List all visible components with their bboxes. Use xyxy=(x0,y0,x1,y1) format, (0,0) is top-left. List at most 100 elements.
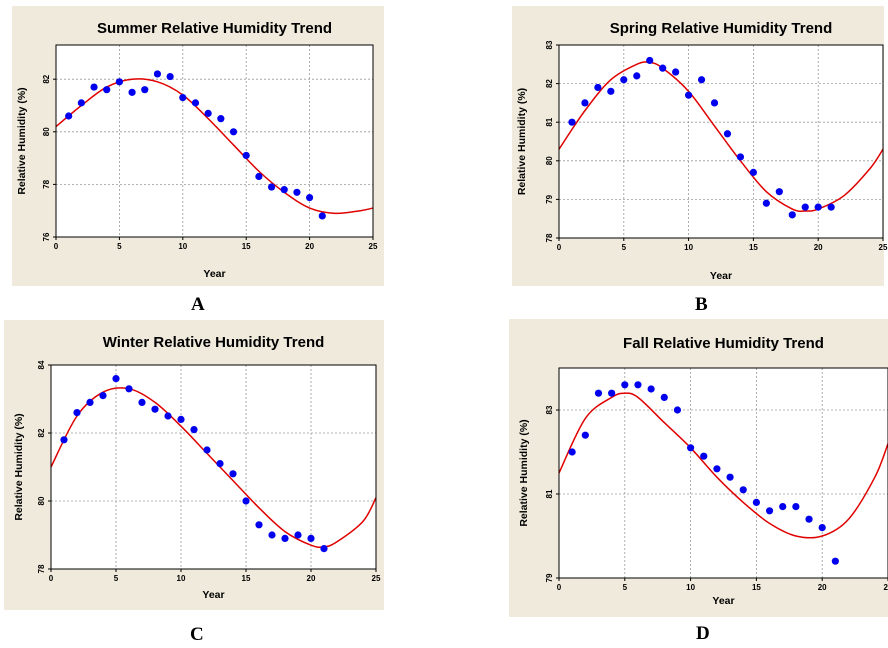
x-tick-label: 15 xyxy=(749,243,758,252)
x-tick-label: 10 xyxy=(684,243,693,252)
data-point xyxy=(242,151,250,160)
plot-border xyxy=(558,367,888,579)
y-axis-label: Relative Humidity (%) xyxy=(13,413,25,520)
data-point xyxy=(77,99,85,107)
chart-panel-spring: 0 5 10 15 20 25 78 79 80 81 82 83 Spring Relative Hu… xyxy=(512,6,888,286)
data-point xyxy=(73,409,81,417)
data-point xyxy=(151,405,159,413)
x-tick-label: 20 xyxy=(307,574,316,583)
data-point xyxy=(153,70,162,78)
x-tick-label: 25 xyxy=(884,583,888,592)
chart-panel-winter: 0 5 10 15 20 25 78 80 82 84 Winter Relative Humidi… xyxy=(4,320,384,610)
data-point xyxy=(229,128,238,136)
x-tick-label: 10 xyxy=(177,574,186,583)
data-point xyxy=(268,531,276,539)
data-point xyxy=(177,415,185,423)
data-point xyxy=(190,426,198,434)
y-tick-label: 80 xyxy=(42,127,51,136)
data-point xyxy=(700,452,708,460)
x-tick-label: 20 xyxy=(305,242,314,251)
data-point xyxy=(749,168,757,176)
data-point xyxy=(621,381,629,389)
y-tick-label: 78 xyxy=(42,179,51,188)
data-point xyxy=(779,503,787,511)
data-point xyxy=(229,470,237,478)
x-axis-label: Year xyxy=(203,268,225,280)
x-tick-label: 10 xyxy=(686,583,695,592)
data-point xyxy=(620,76,628,84)
data-point xyxy=(581,99,589,107)
data-point xyxy=(568,118,576,126)
y-tick-label: 81 xyxy=(545,117,554,126)
data-point xyxy=(594,389,603,397)
y-tick-label: 79 xyxy=(545,573,554,582)
panel-letter-b: B xyxy=(695,294,708,315)
chart-panel-summer: 0 5 10 15 20 25 76 78 80 82 Summer Relative Humidi… xyxy=(12,6,384,286)
data-point xyxy=(86,398,94,406)
data-point xyxy=(805,515,813,523)
data-point xyxy=(203,446,211,454)
plot-area xyxy=(559,368,888,578)
data-point xyxy=(594,83,602,92)
data-point xyxy=(115,78,123,86)
data-point xyxy=(752,498,760,506)
y-axis-label: Relative Humidity (%) xyxy=(518,419,530,526)
data-point xyxy=(775,188,783,196)
data-point xyxy=(320,545,328,553)
data-point xyxy=(280,186,288,194)
plot-border xyxy=(50,364,377,570)
plot-area xyxy=(51,365,376,569)
y-tick-label: 79 xyxy=(545,194,554,203)
data-point xyxy=(634,381,642,389)
chart-svg-fall: 0 5 10 15 20 25 79 81 83 Fall Relative Humidity T… xyxy=(518,335,888,607)
data-point xyxy=(99,392,107,400)
data-point xyxy=(792,503,800,511)
data-point xyxy=(660,393,668,401)
data-point xyxy=(128,88,136,96)
data-point xyxy=(685,91,693,99)
y-tick-label: 76 xyxy=(42,232,51,241)
chart-svg-winter: 0 5 10 15 20 25 78 80 82 84 Winter Relative Humidi… xyxy=(13,334,381,601)
chart-panel-fall: 0 5 10 15 20 25 79 81 83 Fall Relative Humidity T… xyxy=(509,319,888,617)
data-point xyxy=(697,76,706,84)
data-point xyxy=(217,115,225,123)
data-point xyxy=(293,188,301,196)
data-point xyxy=(255,172,263,181)
data-point xyxy=(281,534,289,542)
data-point xyxy=(736,153,745,161)
data-point xyxy=(801,203,809,211)
data-point xyxy=(713,465,721,473)
data-point xyxy=(726,473,734,481)
x-tick-label: 15 xyxy=(752,583,761,592)
data-point xyxy=(141,86,149,94)
data-point xyxy=(138,398,146,406)
data-point xyxy=(710,99,719,107)
y-tick-label: 80 xyxy=(545,156,554,165)
data-point xyxy=(762,199,770,207)
x-tick-label: 5 xyxy=(622,243,627,252)
plot-border xyxy=(55,44,374,238)
y-axis-label: Relative Humidity (%) xyxy=(516,88,528,195)
data-point xyxy=(568,448,576,456)
plot-area xyxy=(559,45,883,238)
data-point xyxy=(112,375,120,383)
data-point xyxy=(204,109,212,117)
x-tick-label: 25 xyxy=(369,242,378,251)
fit-curve-line xyxy=(50,387,377,549)
data-point xyxy=(633,72,641,80)
x-tick-label: 0 xyxy=(557,583,562,592)
chart-title: Winter Relative Humidity Trend xyxy=(103,334,325,351)
chart-svg-spring: 0 5 10 15 20 25 78 79 80 81 82 83 Spring Relative Hu… xyxy=(516,20,888,282)
data-point xyxy=(60,436,68,444)
data-point xyxy=(90,83,98,91)
fit-curve-line xyxy=(55,78,374,215)
x-tick-label: 0 xyxy=(54,242,59,251)
data-point xyxy=(788,211,796,219)
panel-letter-c: C xyxy=(190,624,204,645)
data-point xyxy=(818,524,826,532)
data-point xyxy=(318,212,326,220)
y-tick-label: 83 xyxy=(545,405,554,414)
data-point xyxy=(659,64,667,72)
data-point xyxy=(647,385,655,393)
data-point xyxy=(65,112,73,120)
